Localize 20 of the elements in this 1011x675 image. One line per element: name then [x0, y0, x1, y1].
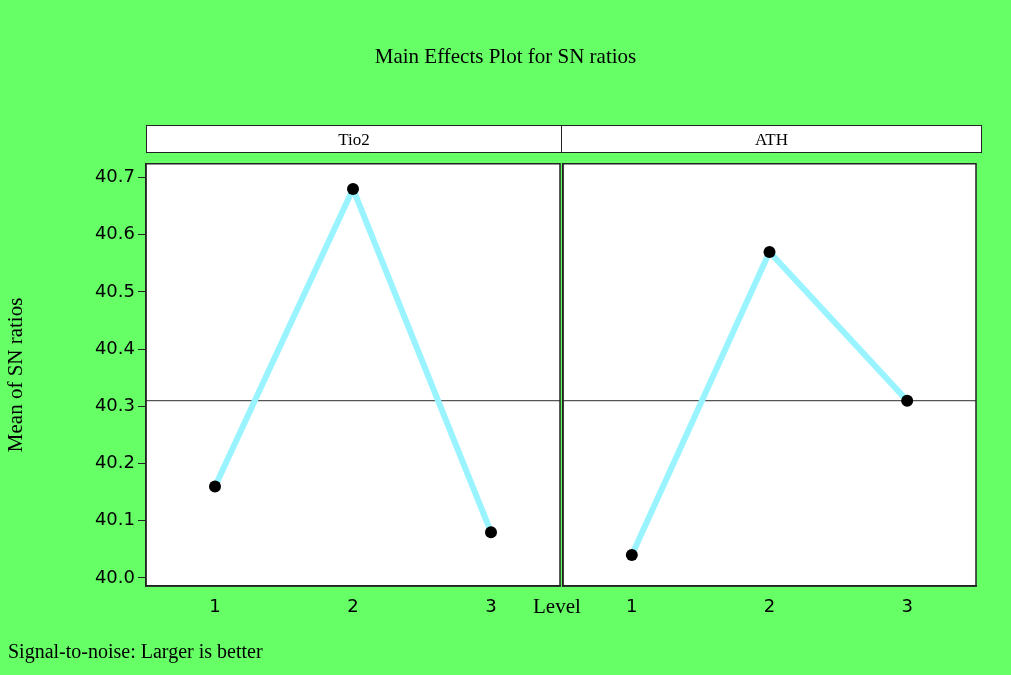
- x-tick-label: 2: [347, 595, 359, 617]
- x-tick-label: 3: [901, 595, 913, 617]
- chart-title: Main Effects Plot for SN ratios: [373, 44, 638, 69]
- x-tick-label: 1: [209, 595, 221, 617]
- y-tick-label: 40.0: [94, 565, 135, 587]
- y-axis-title: Mean of SN ratios: [3, 297, 28, 453]
- y-tick-label: 40.6: [94, 222, 135, 244]
- y-tick-label: 40.1: [94, 508, 135, 530]
- x-tick-label: 1: [626, 595, 638, 617]
- x-axis-title: Level: [533, 594, 581, 619]
- chart-subtitle: Tio2: [146, 125, 562, 153]
- y-tick-label: 40.4: [94, 336, 135, 358]
- x-tick-label: 2: [763, 595, 776, 617]
- y-tick-label: 40.3: [94, 394, 135, 416]
- chart-subtitle: ATH: [561, 125, 982, 153]
- y-tick-label: 40.7: [94, 165, 135, 187]
- x-tick-label: 3: [485, 595, 497, 617]
- y-tick-label: 40.5: [94, 279, 135, 301]
- y-tick-label: 40.2: [94, 451, 135, 473]
- text: Signal-to-noise: Larger is better: [8, 640, 263, 663]
